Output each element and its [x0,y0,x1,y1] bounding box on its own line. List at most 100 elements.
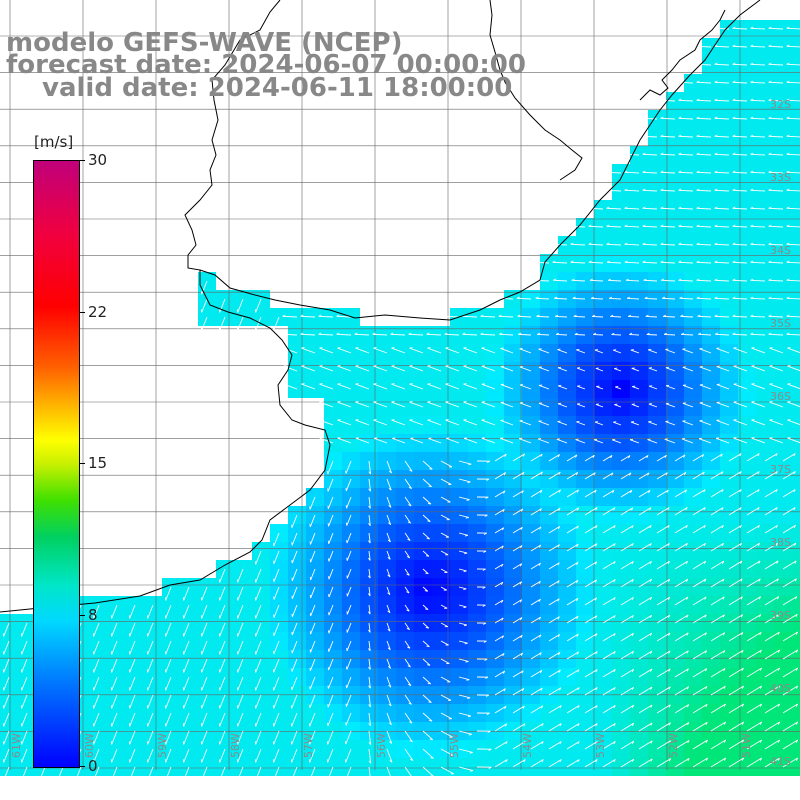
wind-arrow-head [631,704,635,709]
wind-arrow-head [665,472,668,476]
wind-arrow [642,135,658,138]
wind-arrow [596,386,604,390]
wind-arrow [444,315,460,318]
wind-arrow-head [428,701,432,703]
wind-arrow [422,568,429,575]
wind-arrow [764,631,780,642]
wind-arrow-head [575,472,579,476]
wind-arrow-head [555,314,559,317]
wind-arrow [440,460,453,468]
wind-arrow-head [624,206,628,209]
wind-arrow [728,614,743,624]
wind-arrow [696,117,712,120]
wind-arrow [769,383,784,390]
wind-arrow-head [612,490,615,494]
wind-arrow-head [667,578,671,583]
wind-arrow [404,712,413,724]
wind-arrow [273,712,280,727]
wind-arrow-head [593,472,596,476]
wind-arrow [660,171,676,174]
wind-arrow [656,578,670,588]
wind-arrow-head [595,543,598,547]
wind-arrow-head [679,296,683,299]
wind-arrow [638,489,651,498]
wind-arrow [674,542,688,552]
wind-arrow [255,712,262,727]
wind-arrow-head [750,260,754,263]
wind-arrow-head [558,471,561,475]
wind-arrow [345,712,352,726]
wind-arrow [404,730,413,743]
wind-arrow-head [668,758,672,762]
wind-arrow-head [427,664,431,666]
wind-arrow-head [740,578,743,582]
wind-arrow-head [464,642,468,645]
wind-arrow-head [795,739,799,743]
wind-arrow-head [466,499,470,501]
wind-arrow [674,686,689,696]
wind-arrow-head [368,648,371,652]
wind-arrow [327,694,334,708]
wind-arrow [638,632,653,642]
wind-arrow [318,315,334,318]
wind-arrow-head [541,723,544,727]
wind-arrow-head [721,525,724,529]
wind-arrow-head [425,572,429,575]
wind-arrow [674,454,686,462]
wind-arrow [764,578,779,588]
wind-arrow [746,578,761,588]
wind-arrow-head [424,590,428,592]
wind-arrow [512,723,526,732]
wind-arrow-head [768,98,772,101]
wind-arrow-head [786,188,790,191]
wind-arrow [548,759,562,768]
wind-arrow-head [624,260,628,263]
wind-arrow [183,748,190,763]
wind-arrow [732,45,748,48]
wind-arrow [386,568,391,578]
wind-arrow [440,586,448,591]
wind-arrow-head [642,188,646,191]
wind-arrow-head [786,44,790,47]
wind-arrow [620,632,634,642]
wind-arrow-head [649,597,653,601]
wind-arrow-head [631,507,634,511]
wind-arrow [782,471,796,480]
wind-arrow-head [318,314,322,317]
wind-arrow [728,524,742,534]
colorbar-tick-label: 0 [88,757,98,775]
wind-arrow [516,297,532,300]
wind-arrow [147,730,154,745]
wind-arrow-head [570,242,574,245]
wind-arrow-head [519,581,523,585]
wind-arrow [519,438,532,444]
wind-arrow [219,298,226,313]
wind-arrow-head [777,703,781,707]
wind-arrow-head [776,560,779,564]
wind-arrow-head [611,472,614,476]
wind-arrow [219,586,226,601]
wind-arrow [606,171,622,174]
wind-arrow-head [595,507,598,511]
wind-arrow [786,297,800,300]
wind-arrow [728,721,744,732]
wind-arrow [728,739,744,750]
wind-arrow-head [793,525,796,529]
wind-arrow [782,489,796,498]
wind-arrow [368,658,371,670]
wind-arrow [318,333,334,336]
wind-arrow [386,640,391,650]
wind-arrow [768,243,784,246]
wind-arrow [368,514,371,526]
wind-arrow [566,687,580,696]
wind-arrow-head [576,633,579,637]
wind-arrow [291,748,298,763]
wind-arrow [463,437,478,444]
coastline [0,0,761,613]
wind-arrow [665,403,676,408]
wind-arrow [602,472,614,480]
wind-arrow [165,694,172,709]
wind-arrow [427,419,442,426]
wind-arrow [662,297,676,300]
wind-arrow-head [520,652,524,656]
